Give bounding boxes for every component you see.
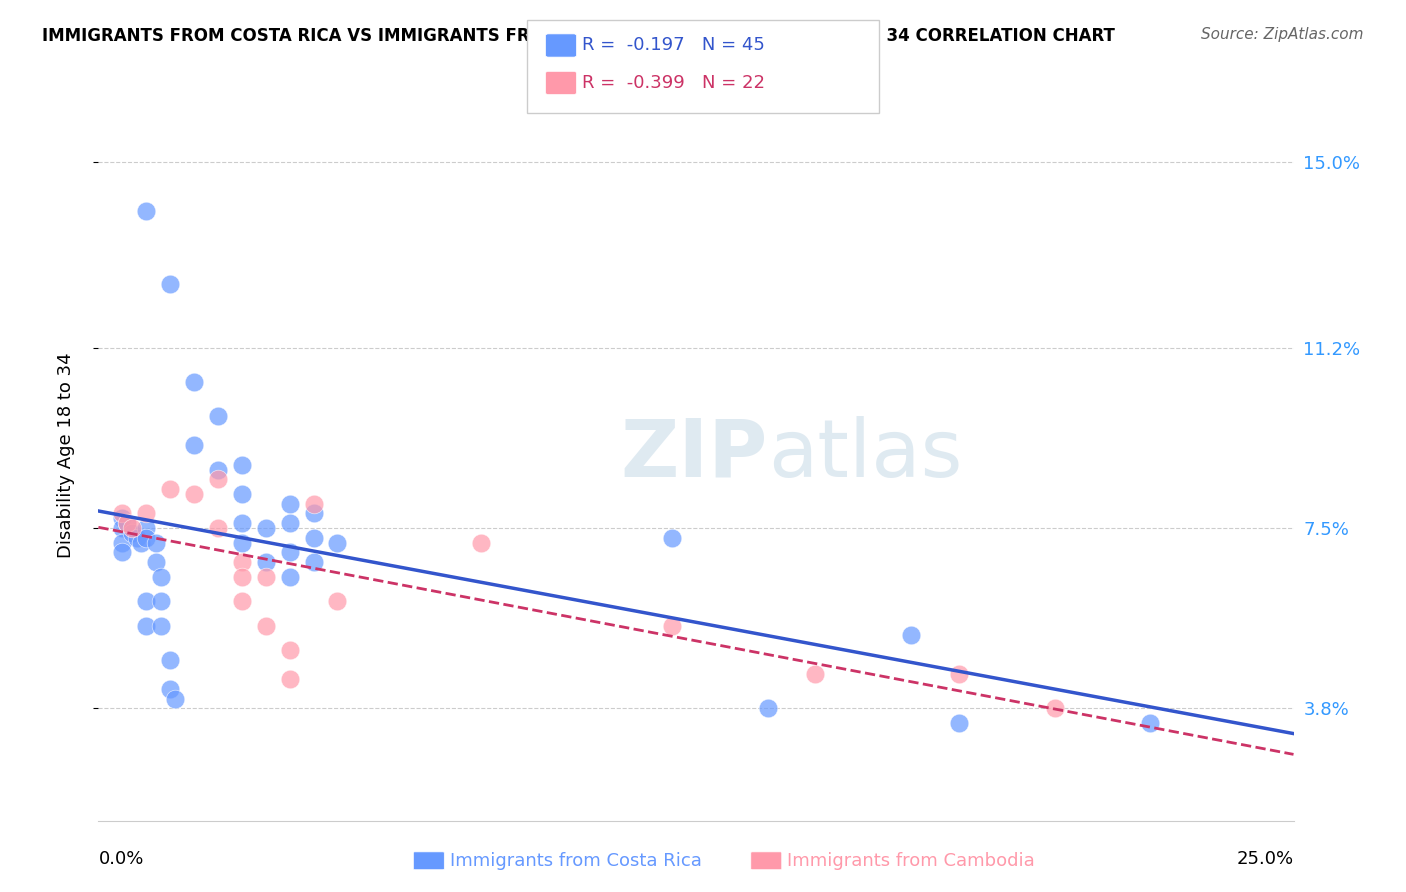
Point xyxy=(207,462,229,476)
Point xyxy=(804,667,827,681)
Point xyxy=(231,535,253,549)
Text: 0.0%: 0.0% xyxy=(98,850,143,868)
Point xyxy=(278,545,301,559)
Point xyxy=(183,487,205,501)
Point xyxy=(661,531,683,545)
Point xyxy=(183,375,205,389)
Point xyxy=(302,507,325,521)
Point xyxy=(135,594,157,608)
Text: R =  -0.197   N = 45: R = -0.197 N = 45 xyxy=(582,37,765,54)
Point xyxy=(278,672,301,686)
Text: atlas: atlas xyxy=(768,416,962,494)
Point xyxy=(302,531,325,545)
Point xyxy=(145,555,167,569)
Point xyxy=(278,570,301,584)
Point xyxy=(254,555,277,569)
Point xyxy=(135,521,157,535)
Point xyxy=(135,204,157,219)
Point xyxy=(135,507,157,521)
Point xyxy=(111,535,134,549)
Text: ZIP: ZIP xyxy=(620,416,768,494)
Text: IMMIGRANTS FROM COSTA RICA VS IMMIGRANTS FROM CAMBODIA DISABILITY AGE 18 TO 34 C: IMMIGRANTS FROM COSTA RICA VS IMMIGRANTS… xyxy=(42,27,1115,45)
Point xyxy=(159,681,181,696)
Point xyxy=(183,438,205,452)
Point xyxy=(254,618,277,632)
Point xyxy=(111,521,134,535)
Point xyxy=(278,643,301,657)
Point xyxy=(121,525,143,540)
Point xyxy=(231,487,253,501)
Point xyxy=(149,618,172,632)
Point xyxy=(278,497,301,511)
Point xyxy=(159,277,181,292)
Point xyxy=(207,521,229,535)
Point xyxy=(254,570,277,584)
Point xyxy=(302,555,325,569)
Point xyxy=(115,516,138,531)
Text: Immigrants from Costa Rica: Immigrants from Costa Rica xyxy=(450,852,702,870)
Point xyxy=(163,691,186,706)
Point xyxy=(131,535,153,549)
Point xyxy=(111,507,134,521)
Point xyxy=(159,482,181,496)
Text: Immigrants from Cambodia: Immigrants from Cambodia xyxy=(787,852,1035,870)
Point xyxy=(125,531,148,545)
Point xyxy=(231,516,253,531)
Point xyxy=(254,521,277,535)
Point xyxy=(149,594,172,608)
Point xyxy=(756,701,779,715)
Point xyxy=(231,555,253,569)
Point xyxy=(231,458,253,472)
Point xyxy=(231,570,253,584)
Point xyxy=(302,497,325,511)
Point xyxy=(1139,716,1161,731)
Point xyxy=(326,594,349,608)
Point xyxy=(948,716,970,731)
Text: R =  -0.399   N = 22: R = -0.399 N = 22 xyxy=(582,74,765,92)
Point xyxy=(111,545,134,559)
Point xyxy=(121,521,143,535)
Point xyxy=(1043,701,1066,715)
Y-axis label: Disability Age 18 to 34: Disability Age 18 to 34 xyxy=(56,352,75,558)
Point xyxy=(149,570,172,584)
Point xyxy=(135,531,157,545)
Point xyxy=(207,409,229,423)
Text: Source: ZipAtlas.com: Source: ZipAtlas.com xyxy=(1201,27,1364,42)
Point xyxy=(231,594,253,608)
Point xyxy=(278,516,301,531)
Point xyxy=(145,535,167,549)
Point xyxy=(948,667,970,681)
Point xyxy=(135,618,157,632)
Text: 25.0%: 25.0% xyxy=(1236,850,1294,868)
Point xyxy=(115,516,138,531)
Point xyxy=(661,618,683,632)
Point xyxy=(207,472,229,486)
Point xyxy=(111,511,134,525)
Point xyxy=(159,653,181,667)
Point xyxy=(900,628,922,642)
Point xyxy=(470,535,492,549)
Point xyxy=(326,535,349,549)
